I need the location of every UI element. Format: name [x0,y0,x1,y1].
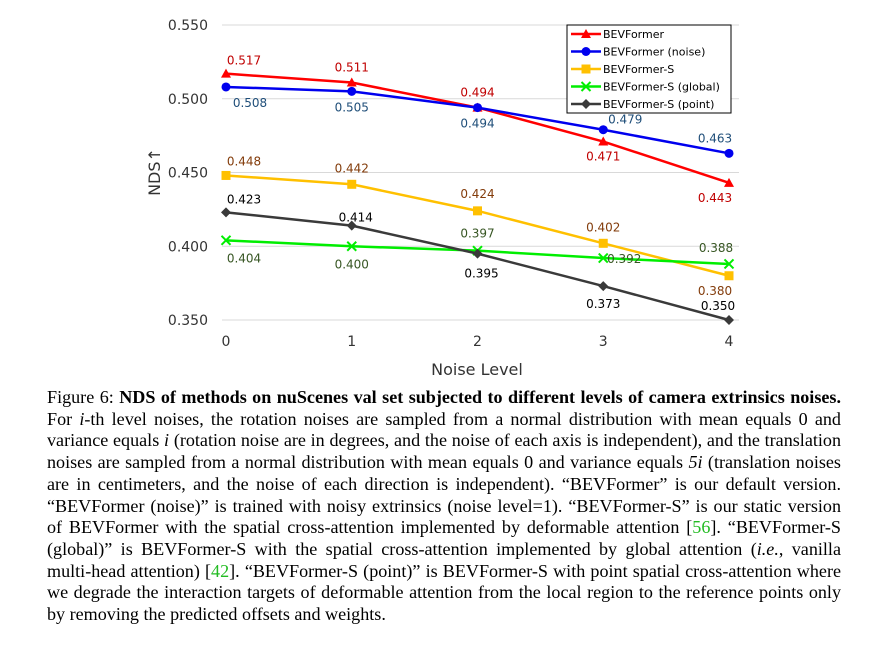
data-label: 0.404 [227,251,261,265]
data-label: 0.508 [233,96,267,110]
x-tick-label: 1 [347,334,356,350]
legend-item: BEVFormer (noise) [571,46,705,59]
legend-item: BEVFormer [571,28,664,41]
data-point [723,258,735,270]
data-point [346,220,357,231]
data-point [472,248,483,259]
data-label: 0.442 [335,161,369,175]
data-label: 0.395 [464,267,498,281]
data-point [724,148,734,158]
y-tick-label: 0.350 [168,313,208,329]
legend-marker [580,81,592,92]
data-label: 0.402 [586,220,620,234]
data-point [220,235,232,246]
data-point [347,86,357,96]
data-label: 0.423 [227,192,261,206]
x-axis-title: Noise Level [431,360,523,379]
citation-42[interactable]: 42 [211,560,230,581]
legend-marker [581,47,591,56]
data-point [221,170,231,180]
data-label: 0.350 [701,299,735,313]
y-tick-label: 0.400 [168,239,208,255]
figure-caption: Figure 6: NDS of methods on nuScenes val… [47,387,841,625]
data-point [724,177,734,187]
data-label: 0.448 [227,154,261,168]
series-lines [220,68,735,325]
data-point [221,68,231,78]
data-label: 0.494 [460,117,494,131]
data-point [221,82,231,92]
legend-marker [581,64,591,74]
data-point [724,271,734,281]
legend-marker [581,29,591,38]
caption-title: NDS of methods on nuScenes val set subje… [119,387,841,407]
legend-item: BEVFormer-S [571,63,674,76]
y-tick-label: 0.450 [168,166,208,182]
legend-label: BEVFormer-S [603,63,674,76]
data-point [598,281,609,292]
data-label: 0.414 [339,211,373,225]
y-tick-label: 0.550 [168,18,208,34]
data-point [724,315,734,325]
series-2 [221,170,734,281]
data-label: 0.511 [335,61,369,75]
data-label: 0.479 [608,113,642,127]
data-point [346,77,357,87]
data-point [598,252,609,264]
series-4 [221,207,734,325]
legend-marker [581,99,591,109]
legend: BEVFormer BEVFormer (noise) BEVFormer-S BEV… [566,24,732,114]
data-label: 0.424 [460,187,494,201]
legend-label: BEVFormer [603,28,664,41]
legend-item: BEVFormer-S (point) [571,98,714,111]
y-axis-title: NDS↑ [145,148,164,196]
x-axis-ticks: 0 1 2 3 4 [222,334,734,350]
data-point [473,103,482,113]
data-label: 0.471 [586,150,620,164]
data-point [598,125,608,135]
data-point [347,179,357,189]
legend-label: BEVFormer-S (point) [603,98,714,111]
x-tick-label: 0 [222,334,231,350]
data-label: 0.380 [698,284,732,298]
data-point [598,136,609,146]
legend-item: BEVFormer-S (global) [571,81,720,94]
data-label: 0.400 [335,257,369,271]
data-label: 0.443 [698,191,732,205]
x-tick-label: 4 [725,334,734,350]
data-label: 0.397 [460,227,494,241]
data-point [346,241,357,252]
legend-label: BEVFormer-S (global) [603,81,720,94]
data-labels: 0.517 0.511 0.494 0.471 0.443 0.508 0.505 0.494… [227,54,735,313]
x-tick-label: 2 [473,334,482,350]
y-axis-ticks: 0.350 0.400 0.450 0.500 0.550 [168,18,208,329]
data-label: 0.505 [335,100,369,114]
data-label: 0.494 [460,86,494,100]
x-tick-label: 3 [599,334,608,350]
figure-label: Figure 6: [47,387,114,407]
legend-label: BEVFormer (noise) [603,46,705,59]
data-label: 0.392 [607,252,641,266]
series-1 [221,82,734,158]
data-label: 0.517 [227,54,261,68]
citation-56[interactable]: 56 [692,517,711,538]
data-label: 0.388 [699,241,733,255]
data-point [598,238,608,248]
nds-line-chart: 0.350 0.400 0.450 0.500 0.550 0 1 2 3 4 NDS↑ Noi… [145,18,739,379]
data-point [221,207,231,218]
data-label: 0.373 [586,297,620,311]
y-tick-label: 0.500 [168,92,208,108]
data-label: 0.463 [698,131,732,145]
data-point [473,206,482,216]
